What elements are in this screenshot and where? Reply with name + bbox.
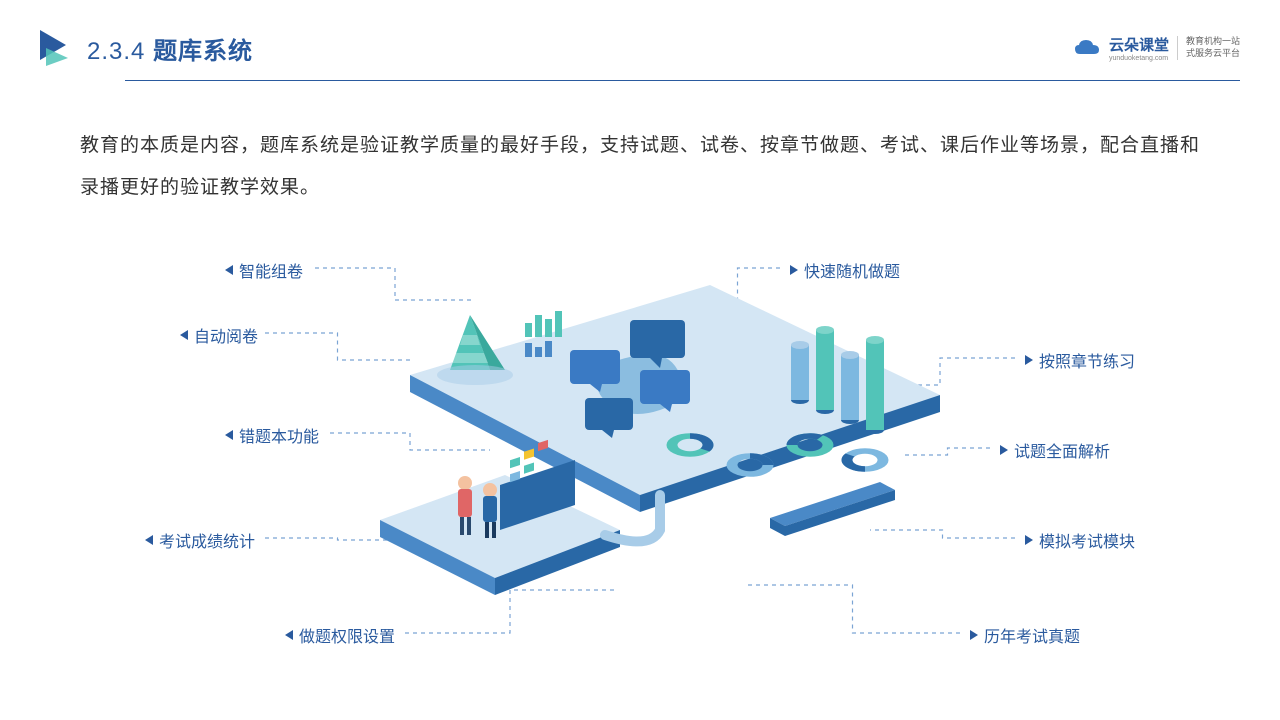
- feature-left-4: 做题权限设置: [285, 623, 395, 647]
- logo-main: 云朵课堂: [1109, 34, 1169, 55]
- section-number: 2.3.4: [87, 38, 145, 65]
- section-name: 题库系统: [153, 38, 253, 65]
- arrow-left-icon: [225, 265, 233, 275]
- feature-right-0: 快速随机做题: [790, 258, 900, 282]
- capsule-icon: [770, 482, 895, 536]
- arrow-right-icon: [1025, 535, 1033, 545]
- feature-right-2: 试题全面解析: [1000, 438, 1110, 462]
- arrow-left-icon: [225, 430, 233, 440]
- slide-header: 2.3.4 题库系统 云朵课堂 yunduoketang.com 教育机构一站 …: [40, 30, 1240, 66]
- feature-right-3: 模拟考试模块: [1025, 528, 1135, 552]
- arrow-left-icon: [180, 330, 188, 340]
- arrow-left-icon: [285, 630, 293, 640]
- logo-domain: yunduoketang.com: [1109, 55, 1169, 62]
- section-title: 2.3.4 题库系统: [87, 31, 253, 66]
- arrow-right-icon: [970, 630, 978, 640]
- arrow-right-icon: [1025, 355, 1033, 365]
- logo-text: 云朵课堂 yunduoketang.com: [1109, 34, 1169, 62]
- title-group: 2.3.4 题库系统: [40, 30, 253, 66]
- arrow-right-icon: [1000, 445, 1008, 455]
- logo-tagline: 教育机构一站 式服务云平台: [1177, 36, 1240, 59]
- feature-diagram: 智能组卷自动阅卷错题本功能考试成绩统计做题权限设置 快速随机做题按照章节练习试题…: [0, 230, 1280, 670]
- description-text: 教育的本质是内容，题库系统是验证教学质量的最好手段，支持试题、试卷、按章节做题、…: [80, 125, 1200, 209]
- feature-right-4: 历年考试真题: [970, 623, 1080, 647]
- title-underline: [125, 80, 1240, 81]
- feature-left-1: 自动阅卷: [180, 323, 258, 347]
- feature-left-0: 智能组卷: [225, 258, 303, 282]
- arrow-right-icon: [790, 265, 798, 275]
- feature-right-1: 按照章节练习: [1025, 348, 1135, 372]
- feature-left-3: 考试成绩统计: [145, 528, 255, 552]
- feature-left-2: 错题本功能: [225, 423, 319, 447]
- cloud-icon: [1073, 38, 1101, 58]
- arrow-left-icon: [145, 535, 153, 545]
- bullet-play-icon: [40, 30, 72, 66]
- brand-logo: 云朵课堂 yunduoketang.com 教育机构一站 式服务云平台: [1073, 34, 1240, 62]
- isometric-illustration: [350, 260, 970, 640]
